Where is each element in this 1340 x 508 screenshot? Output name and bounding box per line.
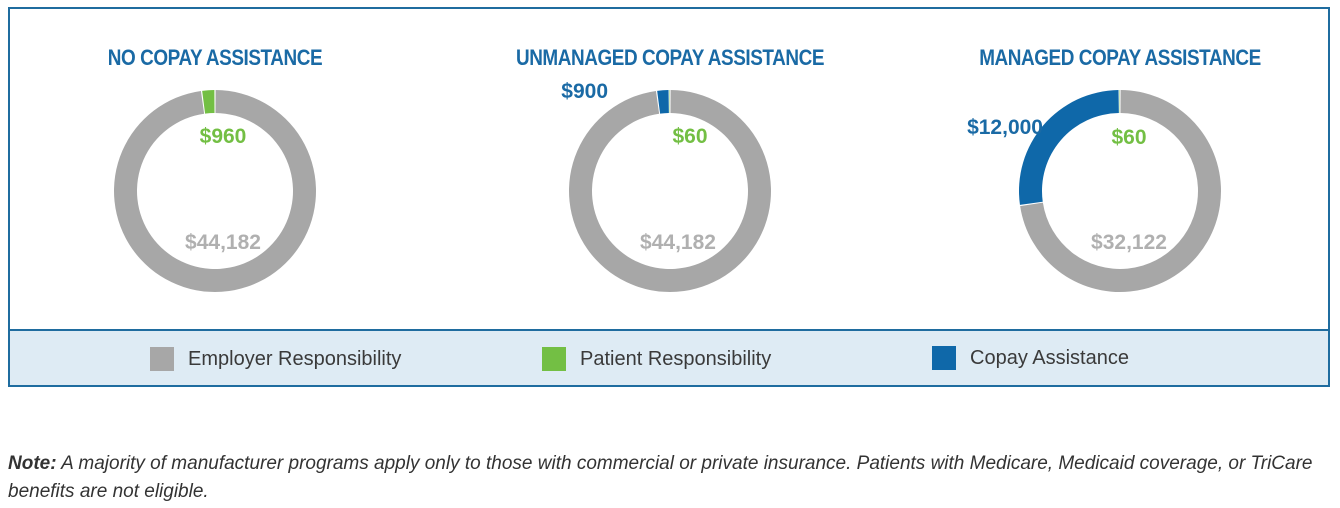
value-label-patient-responsibility: $60 <box>672 125 707 148</box>
value-label-employer-responsibility: $44,182 <box>185 231 261 254</box>
footnote-text: A majority of manufacturer programs appl… <box>8 453 1313 502</box>
slice-employer-responsibility <box>114 90 316 292</box>
donut-managed-copay: $32,122 $60 $12,000 <box>967 90 1221 292</box>
legend-item-employer: Employer Responsibility <box>150 347 401 371</box>
value-label-employer-responsibility: $44,182 <box>640 231 716 254</box>
slice-copay-assistance <box>657 90 669 114</box>
donut-no-copay: $44,182 $960 <box>114 90 316 292</box>
chart-no-copay: NO COPAY ASSISTANCE $44,182 $960 <box>35 9 395 329</box>
chart-title: NO COPAY ASSISTANCE <box>107 45 323 70</box>
legend-label: Copay Assistance <box>970 346 1129 369</box>
value-label-employer-responsibility: $32,122 <box>1091 231 1167 254</box>
legend-label: Employer Responsibility <box>188 347 402 370</box>
footnote: Note: A majority of manufacturer program… <box>8 450 1333 506</box>
value-label-patient-responsibility: $60 <box>1111 126 1146 149</box>
slice-patient-responsibility <box>202 90 215 114</box>
donut-unmanaged-copay: $44,182 $60 $900 <box>561 80 771 292</box>
slice-employer-responsibility <box>569 90 771 292</box>
legend-swatch-employer <box>150 347 174 371</box>
slice-copay-assistance <box>1019 90 1119 205</box>
chart-unmanaged-copay: UNMANAGED COPAY ASSISTANCE $44,182 $60 $90… <box>490 9 850 329</box>
legend-item-patient: Patient Responsibility <box>542 347 771 371</box>
legend-item-copay: Copay Assistance <box>932 346 1129 370</box>
chart-panel: NO COPAY ASSISTANCE $44,182 $960 UNMANAGE… <box>8 7 1330 387</box>
legend-label: Patient Responsibility <box>580 347 772 370</box>
legend: Employer Responsibility Patient Responsi… <box>10 329 1328 385</box>
value-label-patient-responsibility: $960 <box>200 125 247 148</box>
chart-managed-copay: MANAGED COPAY ASSISTANCE $32,122 $60 $12,0… <box>940 9 1300 329</box>
chart-title: MANAGED COPAY ASSISTANCE <box>979 45 1261 70</box>
legend-swatch-patient <box>542 347 566 371</box>
value-label-copay-assistance: $12,000 <box>967 116 1043 139</box>
footnote-lead: Note: <box>8 453 57 474</box>
value-label-copay-assistance: $900 <box>561 80 608 103</box>
chart-title: UNMANAGED COPAY ASSISTANCE <box>515 45 825 70</box>
legend-swatch-copay <box>932 346 956 370</box>
donut-charts: NO COPAY ASSISTANCE $44,182 $960 UNMANAGE… <box>10 9 1328 329</box>
